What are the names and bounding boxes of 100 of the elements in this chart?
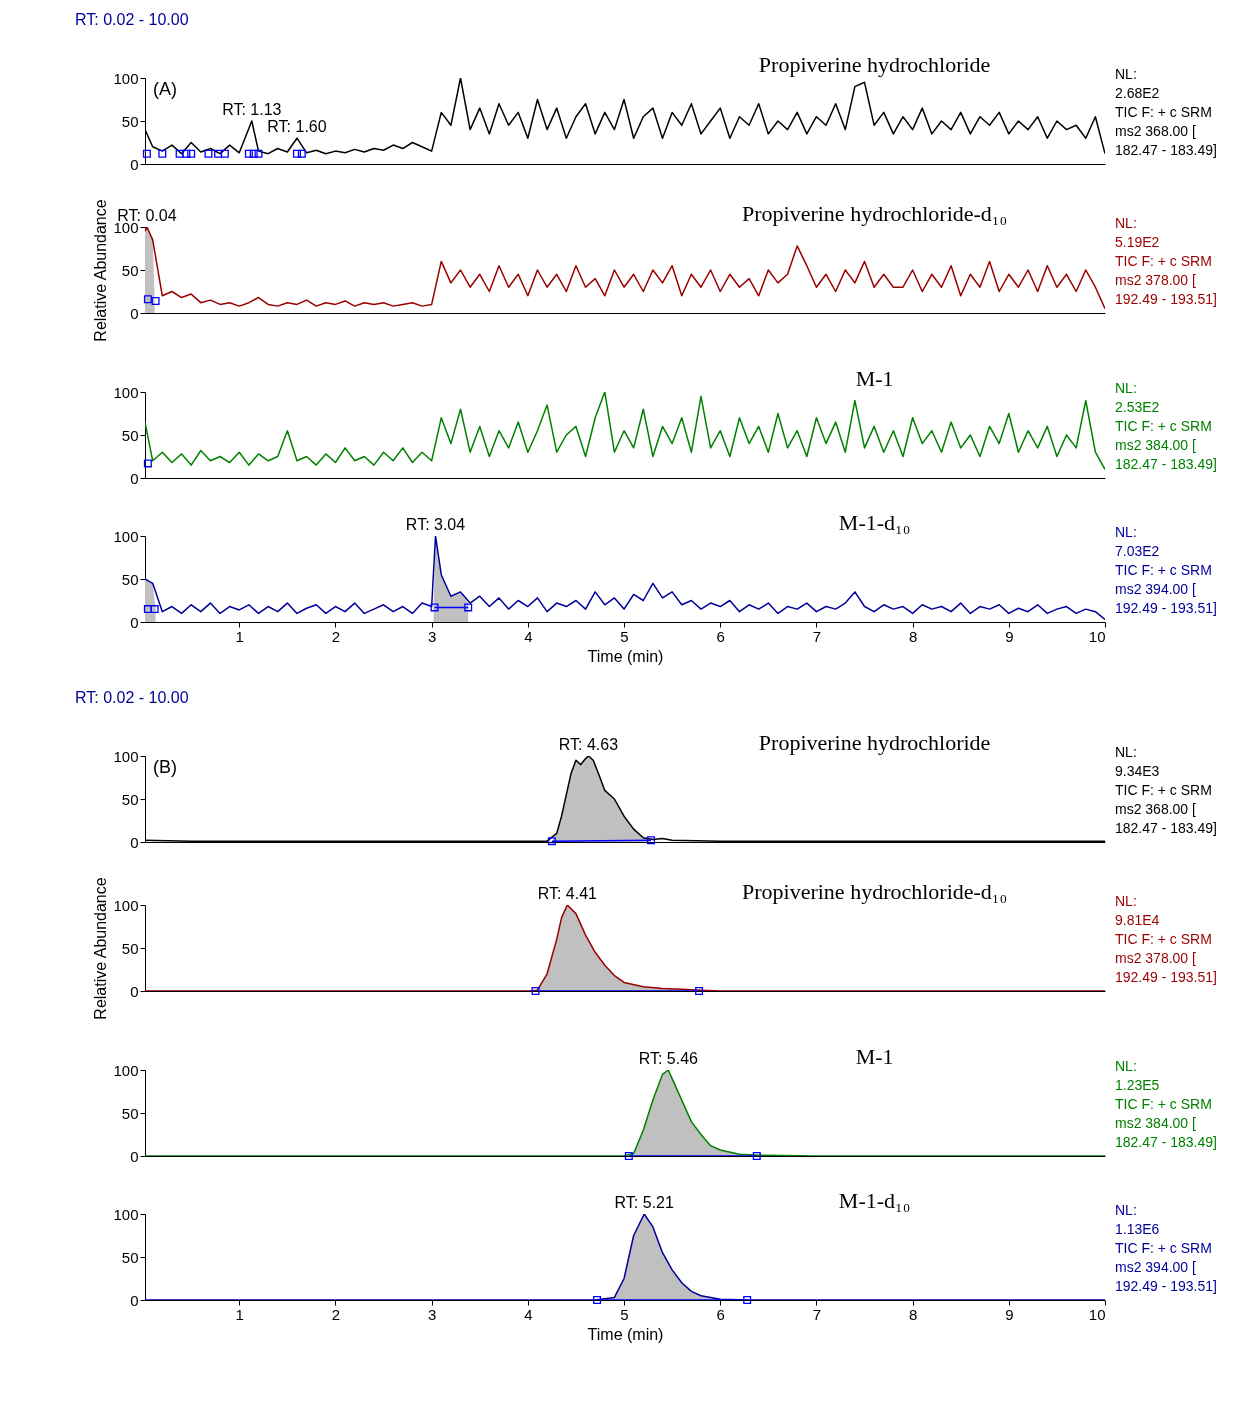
- text: TIC F: + c SRM: [1115, 104, 1212, 120]
- x-tick-label: 9: [1005, 627, 1014, 645]
- y-tick-label: 100: [113, 383, 139, 401]
- text: NL:: [1115, 893, 1137, 909]
- x-tick-label: 6: [716, 627, 725, 645]
- x-tick-label: 10: [1088, 627, 1106, 645]
- x-tick-label: 8: [908, 1305, 918, 1323]
- text: 2.68E2: [1115, 85, 1160, 101]
- text: 1.13E6: [1115, 1221, 1160, 1237]
- text: TIC F: + c SRM: [1115, 253, 1212, 269]
- y-tick-label: 0: [130, 304, 139, 322]
- text: 182.47 - 183.49]: [1115, 456, 1217, 472]
- text: 1.23E5: [1115, 1077, 1160, 1093]
- text: NL:: [1115, 215, 1137, 231]
- x-tick-label: 6: [716, 1305, 725, 1323]
- x-tick-label: 3: [427, 627, 437, 645]
- y-tick-label: 0: [130, 982, 139, 1000]
- chart-subtitle: (B): [153, 757, 177, 777]
- annotation: RT: 0.04: [117, 207, 177, 224]
- text: 192.49 - 193.51]: [1115, 969, 1217, 985]
- chart-subtitle: (A): [153, 79, 177, 99]
- y-tick-label: 100: [113, 527, 139, 545]
- text: 182.47 - 183.49]: [1115, 820, 1217, 836]
- annotation: RT: 4.41: [537, 885, 598, 902]
- text: NL:: [1115, 524, 1137, 540]
- text: 7.03E2: [1115, 543, 1160, 559]
- text: ms2 384.00 [: [1115, 437, 1197, 453]
- y-axis-title: Relative Abundance: [92, 877, 110, 1020]
- line-series: [145, 227, 1105, 310]
- text: 192.49 - 193.51]: [1115, 600, 1217, 616]
- y-tick-label: 0: [130, 613, 139, 631]
- x-tick-label: 5: [620, 627, 629, 645]
- text: TIC F: + c SRM: [1115, 782, 1212, 798]
- y-tick-label: 0: [130, 1291, 139, 1309]
- text: ms2 394.00 [: [1115, 581, 1197, 597]
- y-tick-label: 50: [121, 790, 139, 808]
- chart-title: M-1: [855, 366, 894, 391]
- chart-title: Propiverine hydrochloride-d₁₀: [741, 879, 1008, 904]
- y-tick-label: 0: [130, 1147, 139, 1165]
- text: ms2 368.00 [: [1115, 801, 1197, 817]
- chart-title: Propiverine hydrochloride: [758, 730, 991, 755]
- text: NL:: [1115, 744, 1137, 760]
- y-tick-label: 50: [121, 426, 139, 444]
- x-tick-label: 9: [1005, 1305, 1014, 1323]
- x-axis-title: Time (min): [587, 647, 664, 665]
- x-tick-label: 3: [427, 1305, 437, 1323]
- x-tick-label: 2: [331, 627, 341, 645]
- y-tick-label: 50: [121, 939, 139, 957]
- text: TIC F: + c SRM: [1115, 562, 1212, 578]
- text: 2.53E2: [1115, 399, 1160, 415]
- text: 9.81E4: [1115, 912, 1160, 928]
- x-axis-title: Time (min): [587, 1325, 664, 1343]
- y-tick-label: 50: [121, 1248, 139, 1266]
- x-tick-label: 1: [235, 627, 244, 645]
- x-tick-label: 1: [235, 1305, 244, 1323]
- x-tick-label: 4: [524, 627, 533, 645]
- annotation: RT: 1.13: [222, 101, 282, 118]
- y-tick-label: 100: [113, 1205, 139, 1223]
- text: 192.49 - 193.51]: [1115, 1278, 1217, 1294]
- y-tick-label: 50: [121, 261, 139, 279]
- text: ms2 378.00 [: [1115, 950, 1197, 966]
- chart-title: Propiverine hydrochloride-d₁₀: [741, 201, 1008, 226]
- text: ms2 384.00 [: [1115, 1115, 1197, 1131]
- text: TIC F: + c SRM: [1115, 1240, 1212, 1256]
- annotation: RT: 4.63: [558, 736, 619, 753]
- y-tick-label: 100: [113, 1061, 139, 1079]
- annotation: RT: 5.21: [614, 1194, 674, 1211]
- y-tick-label: 100: [113, 69, 139, 87]
- annotation: RT: 1.60: [267, 118, 327, 136]
- text: NL:: [1115, 66, 1137, 82]
- chart-title: M-1-d₁₀: [838, 510, 911, 535]
- text: ms2 378.00 [: [1115, 272, 1197, 288]
- text: 5.19E2: [1115, 234, 1160, 250]
- chart-title: Propiverine hydrochloride: [758, 52, 991, 77]
- text: 182.47 - 183.49]: [1115, 142, 1217, 158]
- text: TIC F: + c SRM: [1115, 931, 1212, 947]
- text: 9.34E3: [1115, 763, 1160, 779]
- y-tick-label: 50: [121, 112, 139, 130]
- text: RT: 0.02 - 10.00: [75, 11, 189, 28]
- y-tick-label: 50: [121, 570, 139, 588]
- x-tick-label: 8: [908, 627, 918, 645]
- text: RT: 0.02 - 10.00: [75, 689, 189, 706]
- annotation: RT: 3.04: [405, 516, 466, 533]
- x-tick-label: 10: [1088, 1305, 1106, 1323]
- y-tick-label: 0: [130, 155, 139, 173]
- text: NL:: [1115, 1202, 1137, 1218]
- y-tick-label: 100: [113, 747, 139, 765]
- annotation: RT: 5.46: [638, 1050, 699, 1067]
- text: TIC F: + c SRM: [1115, 1096, 1212, 1112]
- x-tick-label: 7: [812, 1305, 822, 1323]
- text: 182.47 - 183.49]: [1115, 1134, 1217, 1150]
- text: NL:: [1115, 1058, 1137, 1074]
- y-tick-label: 50: [121, 1104, 139, 1122]
- x-tick-label: 5: [620, 1305, 629, 1323]
- text: 192.49 - 193.51]: [1115, 291, 1217, 307]
- y-tick-label: 0: [130, 469, 139, 487]
- text: TIC F: + c SRM: [1115, 418, 1212, 434]
- x-tick-label: 4: [524, 1305, 533, 1323]
- text: ms2 368.00 [: [1115, 123, 1197, 139]
- y-axis-title: Relative Abundance: [92, 199, 110, 342]
